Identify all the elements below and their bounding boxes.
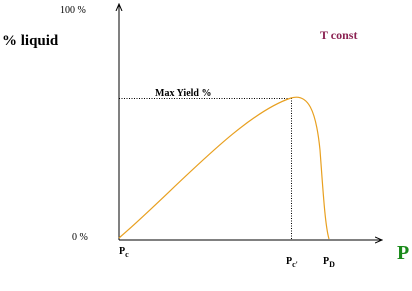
condition-label: T const	[320, 28, 357, 42]
max-yield-label: Max Yield %	[155, 88, 211, 99]
pc-label: Pc	[119, 246, 129, 259]
pc-prime-label: Pc'	[286, 256, 298, 269]
pcp-sub: c'	[292, 260, 298, 269]
y-title: % liquid	[2, 33, 59, 49]
pc-base: P	[119, 246, 125, 257]
pcp-base: P	[286, 256, 292, 267]
pd-sub: D	[329, 260, 335, 269]
y-bottom-label: 0 %	[72, 232, 88, 243]
pd-label: PD	[323, 256, 335, 269]
yield-curve	[118, 96, 330, 240]
pd-base: P	[323, 256, 329, 267]
pc-sub: c	[125, 250, 129, 259]
y-top-label: 100 %	[60, 5, 86, 16]
x-title: P	[397, 242, 409, 264]
